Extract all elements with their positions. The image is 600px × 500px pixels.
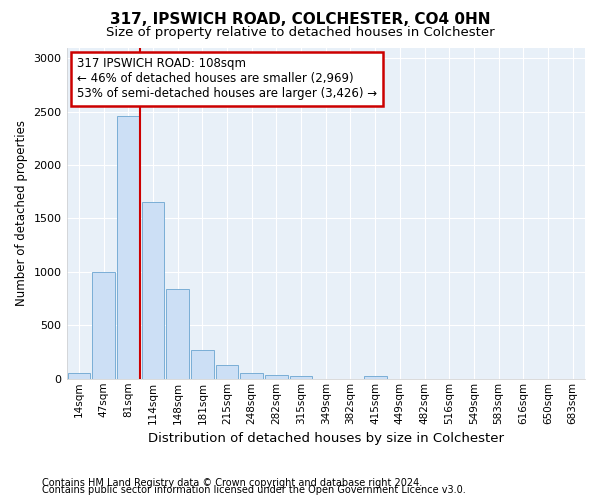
Bar: [215, 365, 238, 379]
Bar: [290, 376, 313, 379]
Y-axis label: Number of detached properties: Number of detached properties: [15, 120, 28, 306]
Text: 317 IPSWICH ROAD: 108sqm
← 46% of detached houses are smaller (2,969)
53% of sem: 317 IPSWICH ROAD: 108sqm ← 46% of detach…: [77, 58, 377, 100]
Bar: [142, 202, 164, 379]
Text: Size of property relative to detached houses in Colchester: Size of property relative to detached ho…: [106, 26, 494, 39]
X-axis label: Distribution of detached houses by size in Colchester: Distribution of detached houses by size …: [148, 432, 504, 445]
Bar: [364, 376, 386, 379]
Text: Contains HM Land Registry data © Crown copyright and database right 2024.: Contains HM Land Registry data © Crown c…: [42, 478, 422, 488]
Text: 317, IPSWICH ROAD, COLCHESTER, CO4 0HN: 317, IPSWICH ROAD, COLCHESTER, CO4 0HN: [110, 12, 490, 28]
Bar: [166, 289, 189, 379]
Bar: [241, 374, 263, 379]
Bar: [265, 375, 288, 379]
Bar: [92, 272, 115, 379]
Bar: [191, 350, 214, 379]
Bar: [68, 373, 90, 379]
Text: Contains public sector information licensed under the Open Government Licence v3: Contains public sector information licen…: [42, 485, 466, 495]
Bar: [117, 116, 140, 379]
